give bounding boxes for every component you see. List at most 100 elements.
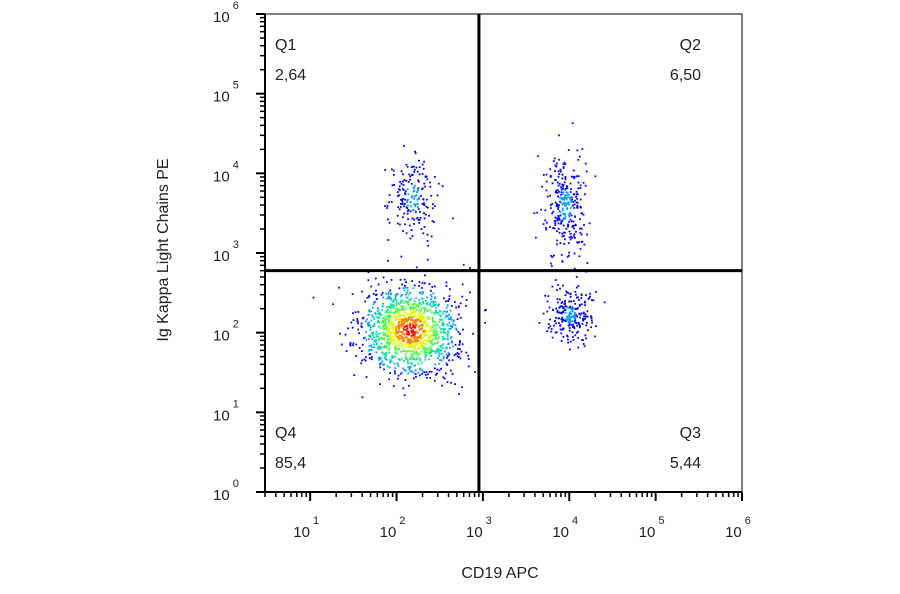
- event-dot: [430, 350, 433, 353]
- event-dot: [391, 321, 393, 323]
- event-dot: [559, 211, 562, 213]
- event-dot: [387, 218, 389, 221]
- event-dot: [368, 296, 370, 298]
- event-dot: [562, 217, 565, 219]
- event-dot: [415, 305, 418, 308]
- event-dot: [393, 338, 396, 341]
- event-dot: [560, 222, 563, 225]
- event-dot: [583, 315, 585, 318]
- event-dot: [580, 312, 583, 315]
- event-dot: [584, 193, 586, 196]
- event-dot: [559, 305, 561, 308]
- event-dot: [434, 342, 437, 345]
- event-dot: [434, 335, 437, 338]
- event-dot: [450, 381, 452, 384]
- event-dot: [403, 284, 406, 287]
- event-dot: [425, 353, 428, 355]
- event-dot: [417, 347, 420, 349]
- event-dot: [551, 285, 554, 288]
- event-dot: [407, 360, 409, 363]
- event-dot: [401, 308, 403, 311]
- event-dot: [424, 354, 427, 357]
- event-dot: [408, 224, 411, 227]
- event-dot: [564, 202, 567, 205]
- event-dot: [388, 344, 390, 346]
- event-dot: [555, 317, 557, 319]
- event-dot: [388, 341, 391, 344]
- event-dot: [586, 262, 589, 264]
- event-dot: [417, 208, 420, 210]
- event-dot: [567, 341, 569, 344]
- event-dot: [431, 316, 434, 319]
- event-dot: [417, 336, 419, 339]
- event-dot: [571, 315, 574, 318]
- event-dot: [555, 331, 558, 334]
- event-dot: [586, 233, 588, 236]
- event-dot: [367, 271, 370, 274]
- event-dot: [569, 319, 572, 322]
- event-dot: [409, 210, 412, 213]
- event-dot: [573, 317, 575, 319]
- event-dot: [378, 358, 381, 361]
- event-dot: [435, 331, 438, 334]
- event-dot: [568, 230, 571, 233]
- event-dot: [430, 370, 433, 373]
- event-dot: [399, 189, 401, 192]
- event-dot: [459, 302, 462, 305]
- event-dot: [427, 373, 429, 376]
- event-dot: [545, 228, 548, 231]
- event-dot: [560, 201, 563, 204]
- event-dot: [402, 387, 405, 390]
- event-dot: [569, 198, 572, 201]
- event-dot: [387, 296, 390, 299]
- event-dot: [418, 318, 421, 320]
- event-dot: [564, 213, 567, 215]
- event-dot: [560, 302, 563, 305]
- event-dot: [395, 349, 398, 351]
- event-dot: [403, 309, 406, 312]
- event-dot: [565, 305, 568, 308]
- event-dot: [579, 313, 582, 316]
- event-dot: [370, 344, 373, 347]
- event-dot: [384, 327, 387, 330]
- event-dot: [368, 324, 371, 326]
- event-dot: [570, 235, 572, 238]
- event-dot: [388, 311, 391, 314]
- event-dot: [594, 335, 596, 338]
- event-dot: [557, 206, 560, 209]
- event-dot: [411, 196, 414, 199]
- event-dot: [393, 184, 396, 186]
- event-dot: [443, 328, 446, 331]
- event-dot: [428, 283, 431, 285]
- event-dot: [439, 314, 441, 316]
- event-dot: [428, 347, 431, 350]
- event-dot: [559, 298, 561, 301]
- event-dot: [422, 342, 425, 345]
- event-dot: [565, 185, 568, 188]
- event-dot: [427, 206, 429, 209]
- event-dot: [388, 221, 391, 224]
- event-dot: [388, 332, 390, 335]
- event-dot: [404, 192, 406, 195]
- event-dot: [454, 383, 456, 385]
- event-dot: [545, 226, 547, 229]
- event-dot: [411, 320, 414, 323]
- event-dot: [367, 279, 370, 282]
- event-dot: [423, 307, 426, 310]
- event-dot: [569, 348, 571, 351]
- event-dot: [583, 243, 586, 246]
- event-dot: [465, 351, 468, 354]
- event-dot: [554, 331, 557, 334]
- event-dot: [411, 354, 414, 357]
- event-dot: [446, 332, 449, 335]
- event-dot: [356, 320, 359, 322]
- event-dot: [402, 306, 404, 309]
- event-dot: [403, 336, 406, 339]
- event-dot: [567, 196, 570, 199]
- event-dot: [400, 182, 403, 185]
- event-dot: [421, 373, 423, 375]
- event-dot: [399, 302, 402, 304]
- event-dot: [456, 352, 459, 354]
- event-dot: [383, 368, 385, 371]
- event-dot: [388, 315, 391, 318]
